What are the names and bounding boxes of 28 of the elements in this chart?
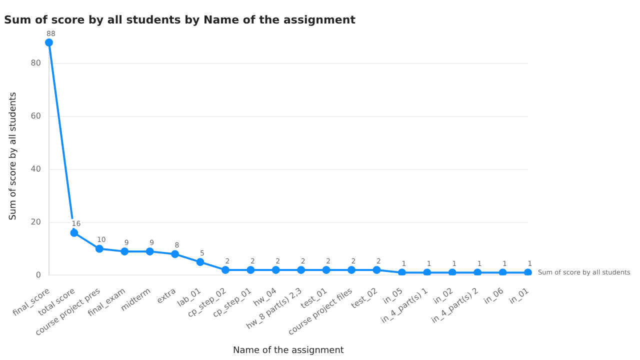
y-axis-title: Sum of score by all students — [8, 92, 19, 220]
y-tick-label: 0 — [36, 270, 41, 280]
point — [120, 247, 129, 256]
x-axis-title: Name of the assignment — [233, 346, 344, 356]
point — [272, 266, 280, 274]
point — [146, 247, 154, 256]
y-tick-label: 20 — [30, 217, 41, 226]
point — [95, 244, 104, 253]
point — [246, 266, 255, 274]
y-tick-label: 80 — [30, 58, 41, 68]
point — [448, 268, 456, 276]
y-tick-label: 60 — [30, 112, 41, 121]
point — [524, 268, 532, 276]
point — [297, 266, 306, 274]
point — [398, 268, 406, 276]
point — [70, 228, 78, 237]
point — [498, 268, 507, 276]
point — [171, 250, 180, 258]
point — [474, 268, 482, 276]
point — [372, 266, 381, 274]
point — [196, 258, 204, 266]
point — [423, 268, 432, 276]
point — [322, 266, 330, 274]
point — [221, 266, 230, 274]
chart-title: Sum of score by all students by Name of the assignment — [4, 13, 356, 26]
y-tick-label: 40 — [30, 164, 41, 174]
point — [44, 38, 53, 46]
point — [348, 266, 356, 274]
